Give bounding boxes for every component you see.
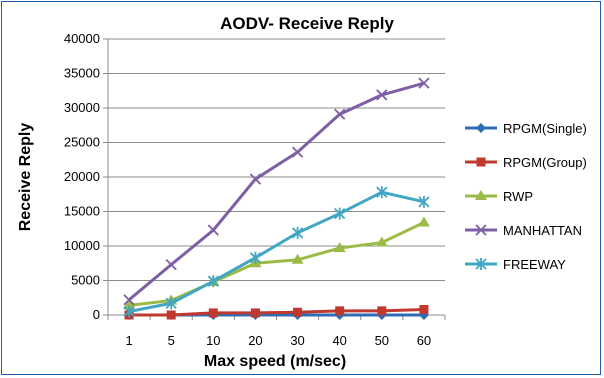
y-tick-label: 25000 [64, 135, 100, 150]
gridlines [108, 38, 445, 281]
data-point [334, 108, 346, 120]
square-marker-shape [166, 310, 176, 320]
data-point [291, 253, 304, 264]
x-marker-stroke [418, 77, 430, 89]
square-marker-shape [476, 157, 486, 167]
square-marker-shape [208, 308, 218, 318]
data-point [335, 306, 345, 316]
data-point [291, 146, 304, 158]
series-group [123, 77, 430, 320]
y-tick-label: 5000 [71, 273, 100, 288]
data-point [123, 294, 135, 306]
legend-label: MANHATTAN [503, 223, 582, 238]
square-marker-shape [335, 306, 345, 316]
diamond-marker-shape [476, 123, 486, 133]
triangle-marker-shape [417, 216, 430, 227]
data-point [293, 307, 303, 317]
legend-marker [475, 258, 487, 270]
data-point [417, 216, 430, 227]
legend-marker [475, 224, 487, 236]
y-tick-label: 30000 [64, 100, 100, 115]
legend-marker [476, 157, 486, 167]
data-point [207, 275, 219, 288]
data-point [207, 224, 219, 236]
data-point [418, 77, 430, 89]
y-tick-label: 40000 [64, 31, 100, 46]
chart-title: AODV- Receive Reply [220, 14, 394, 33]
legend-label: FREEWAY [503, 257, 566, 272]
square-marker-shape [377, 306, 387, 316]
data-point [249, 173, 262, 185]
data-point [377, 306, 387, 316]
legend-label: RWP [503, 189, 533, 204]
x-marker-stroke [291, 146, 304, 158]
data-point [419, 304, 429, 314]
y-tick-labels: 0 5000 10000 15000 20000 25000 30000 35000 40000 [64, 31, 100, 322]
x-marker-stroke [165, 258, 177, 271]
data-point [376, 186, 388, 199]
data-point [165, 297, 177, 310]
x-marker-stroke [475, 224, 487, 236]
legend-entry: FREEWAY [465, 257, 566, 272]
data-point [333, 242, 346, 253]
data-point [375, 236, 388, 247]
x-marker-stroke [249, 173, 262, 185]
triangle-marker-shape [333, 242, 346, 253]
x-tick-label: 30 [290, 333, 304, 348]
x-axis-title: Max speed (m/sec) [204, 353, 346, 370]
x-marker-stroke [376, 89, 388, 101]
x-tick-label: 40 [332, 333, 346, 348]
y-tick-label: 20000 [64, 169, 100, 184]
legend-entry: RPGM(Single) [465, 121, 587, 136]
triangle-marker-shape [123, 299, 136, 310]
data-point [123, 299, 136, 310]
x-tick-label: 1 [125, 333, 132, 348]
triangle-marker-shape [291, 253, 304, 264]
x-marker-stroke [123, 294, 135, 306]
data-point [123, 305, 135, 318]
data-point [291, 226, 304, 239]
x-tick-label: 5 [168, 333, 175, 348]
series-line [128, 81, 425, 301]
x-tick-label: 50 [375, 333, 389, 348]
x-tick-labels: 1 5 10 20 30 40 50 60 [125, 333, 431, 348]
y-tick-label: 10000 [64, 238, 100, 253]
legend-entry: RPGM(Group) [465, 155, 587, 170]
y-axis-title: Receive Reply [17, 123, 34, 232]
data-point [376, 89, 388, 101]
data-point [166, 310, 176, 320]
x-tick-label: 60 [417, 333, 431, 348]
legend: RPGM(Single) RPGM(Group) RWP MANHATTAN FREEW… [465, 121, 587, 272]
y-tick-label: 15000 [64, 204, 100, 219]
square-marker-shape [293, 307, 303, 317]
series-manhattan [123, 77, 430, 306]
legend-entry: RWP [465, 189, 533, 204]
triangle-marker-shape [475, 190, 487, 200]
series-line [128, 190, 425, 314]
series-freeway [123, 186, 430, 318]
legend-marker [475, 190, 487, 200]
legend-label: RPGM(Group) [503, 155, 587, 170]
y-tick-label: 35000 [64, 66, 100, 81]
x-marker-stroke [207, 224, 219, 236]
x-tick-label: 20 [248, 333, 262, 348]
x-marker-stroke [334, 108, 346, 120]
data-point [165, 258, 177, 271]
series-line [128, 221, 425, 307]
legend-label: RPGM(Single) [503, 121, 587, 136]
data-point [208, 308, 218, 318]
x-tick-label: 10 [206, 333, 220, 348]
legend-entry: MANHATTAN [465, 223, 582, 238]
legend-marker [476, 123, 486, 133]
data-point [249, 251, 262, 264]
triangle-marker-shape [375, 236, 388, 247]
data-point [250, 308, 260, 318]
square-marker-shape [419, 304, 429, 314]
data-point [334, 207, 346, 220]
square-marker-shape [250, 308, 260, 318]
y-tick-label: 0 [93, 307, 100, 322]
data-point [418, 195, 430, 208]
series-line [129, 307, 424, 317]
